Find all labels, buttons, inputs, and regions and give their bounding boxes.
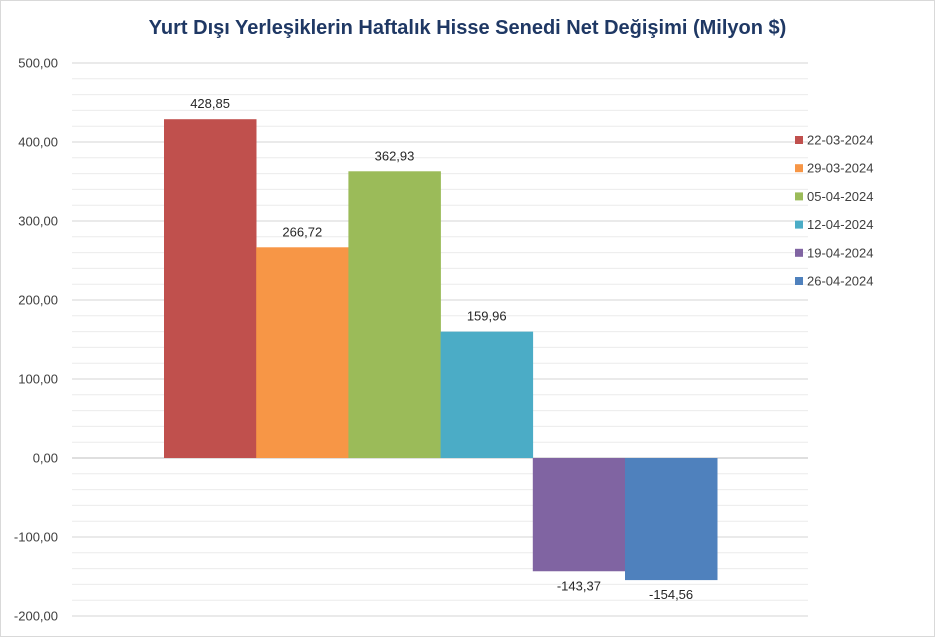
chart-title: Yurt Dışı Yerleşiklerin Haftalık Hisse S… xyxy=(148,17,787,39)
bar-19-04-2024 xyxy=(532,458,626,572)
legend-label: 19-04-2024 xyxy=(807,245,874,260)
y-tick-label: 500,00 xyxy=(18,56,58,71)
bar-29-03-2024 xyxy=(256,247,349,458)
y-tick-label: -200,00 xyxy=(14,609,58,624)
legend-swatch xyxy=(795,192,803,201)
data-labels: 428,85 266,72 362,93 159,96 -143,37 -154,56 xyxy=(190,96,693,602)
bar-26-04-2024 xyxy=(625,458,718,581)
data-label-26-04-2024: -154,56 xyxy=(649,587,693,602)
bar-12-04-2024 xyxy=(440,331,534,458)
legend: 22-03-2024 29-03-2024 05-04-2024 12-04-2024… xyxy=(795,133,874,289)
y-tick-label: 400,00 xyxy=(18,135,58,150)
y-tick-label: 300,00 xyxy=(18,214,58,229)
data-label-22-03-2024: 428,85 xyxy=(190,96,230,111)
y-tick-label: 0,00 xyxy=(33,451,58,466)
legend-label: 05-04-2024 xyxy=(807,189,874,204)
legend-label: 12-04-2024 xyxy=(807,217,874,232)
y-axis: 500,00 400,00 300,00 200,00 100,00 0,00 -100,0… xyxy=(14,56,58,624)
legend-swatch xyxy=(795,248,803,257)
data-label-29-03-2024: 266,72 xyxy=(282,224,322,239)
legend-swatch xyxy=(795,136,803,144)
y-tick-label: 200,00 xyxy=(18,293,58,308)
legend-swatch xyxy=(795,277,803,285)
data-label-12-04-2024: 159,96 xyxy=(467,309,507,324)
data-label-05-04-2024: 362,93 xyxy=(375,148,415,163)
legend-label: 26-04-2024 xyxy=(807,274,874,289)
legend-label: 22-03-2024 xyxy=(807,133,874,148)
y-tick-label: 100,00 xyxy=(18,372,58,387)
legend-swatch xyxy=(795,220,803,229)
bar-22-03-2024 xyxy=(164,119,257,458)
y-tick-label: -100,00 xyxy=(14,530,58,545)
bars xyxy=(164,119,718,581)
bar-05-04-2024 xyxy=(348,171,441,459)
data-label-19-04-2024: -143,37 xyxy=(557,578,601,593)
legend-label: 29-03-2024 xyxy=(807,161,874,176)
legend-swatch xyxy=(795,164,803,173)
